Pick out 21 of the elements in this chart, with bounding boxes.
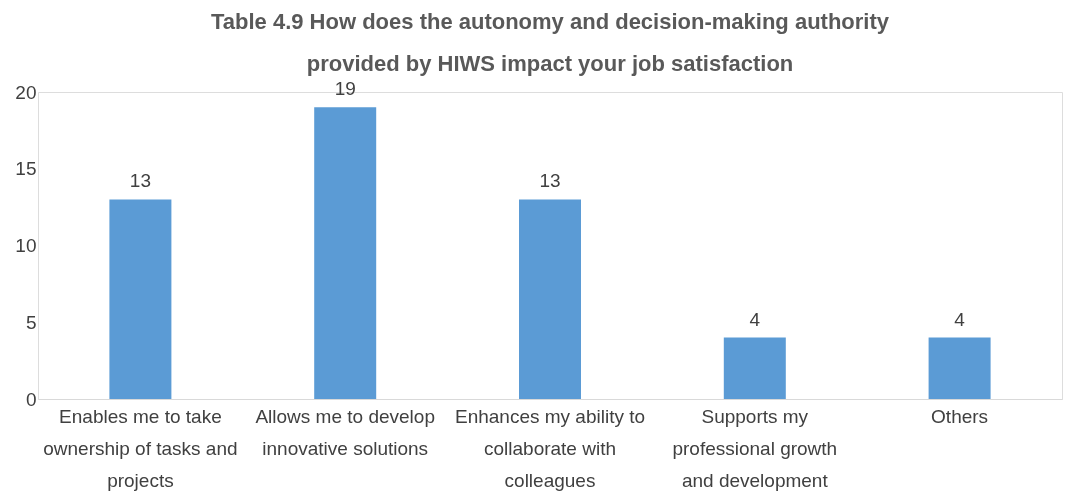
x-tick-label: Others <box>931 405 989 427</box>
data-label: 13 <box>539 170 561 192</box>
data-label: 13 <box>129 170 151 192</box>
bar <box>109 199 172 399</box>
bar <box>314 107 377 399</box>
chart-title: Table 4.9 How does the autonomy and decision-making authority provided by HIWS impact your job satisfaction <box>210 9 890 77</box>
x-tick-label: Supports my professional growth and development <box>672 405 838 491</box>
x-tick-label: Allows me to develop innovative solutions <box>255 405 435 459</box>
y-tick-label: 20 <box>15 81 37 103</box>
y-tick-label: 5 <box>25 311 37 333</box>
data-label: 4 <box>954 308 966 330</box>
y-tick-label: 10 <box>15 235 37 256</box>
bar <box>928 337 991 399</box>
bar <box>519 199 581 399</box>
y-tick-label: 0 <box>25 388 37 410</box>
data-label: 4 <box>749 308 761 330</box>
y-tick-label: 15 <box>15 158 37 180</box>
x-tick-label: Enhances my ability to collaborate with colleagues <box>454 405 646 491</box>
bar <box>723 337 786 399</box>
data-label: 19 <box>334 78 356 100</box>
x-tick-label: Enables me to take ownership of tasks and projects <box>43 405 238 491</box>
